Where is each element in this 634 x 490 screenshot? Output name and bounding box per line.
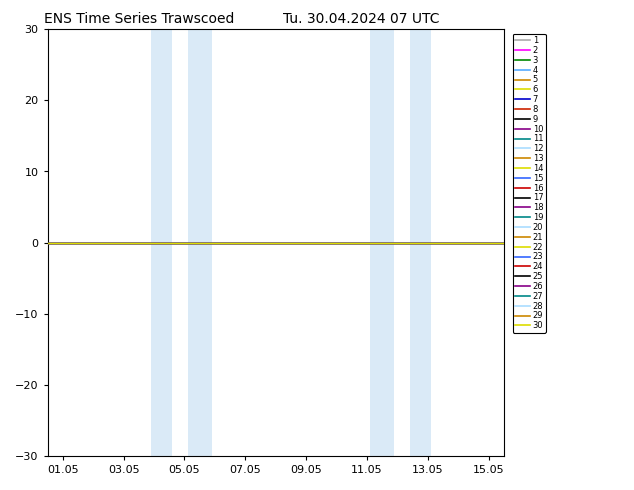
Bar	[370, 29, 394, 456]
Text: ENS Time Series Trawscoed: ENS Time Series Trawscoed	[44, 12, 235, 26]
Bar	[188, 29, 212, 456]
Legend: 1, 2, 3, 4, 5, 6, 7, 8, 9, 10, 11, 12, 13, 14, 15, 16, 17, 18, 19, 20, 21, 22, 2: 1, 2, 3, 4, 5, 6, 7, 8, 9, 10, 11, 12, 1…	[513, 34, 546, 333]
Bar	[410, 29, 431, 456]
Text: Tu. 30.04.2024 07 UTC: Tu. 30.04.2024 07 UTC	[283, 12, 439, 26]
Bar	[151, 29, 172, 456]
